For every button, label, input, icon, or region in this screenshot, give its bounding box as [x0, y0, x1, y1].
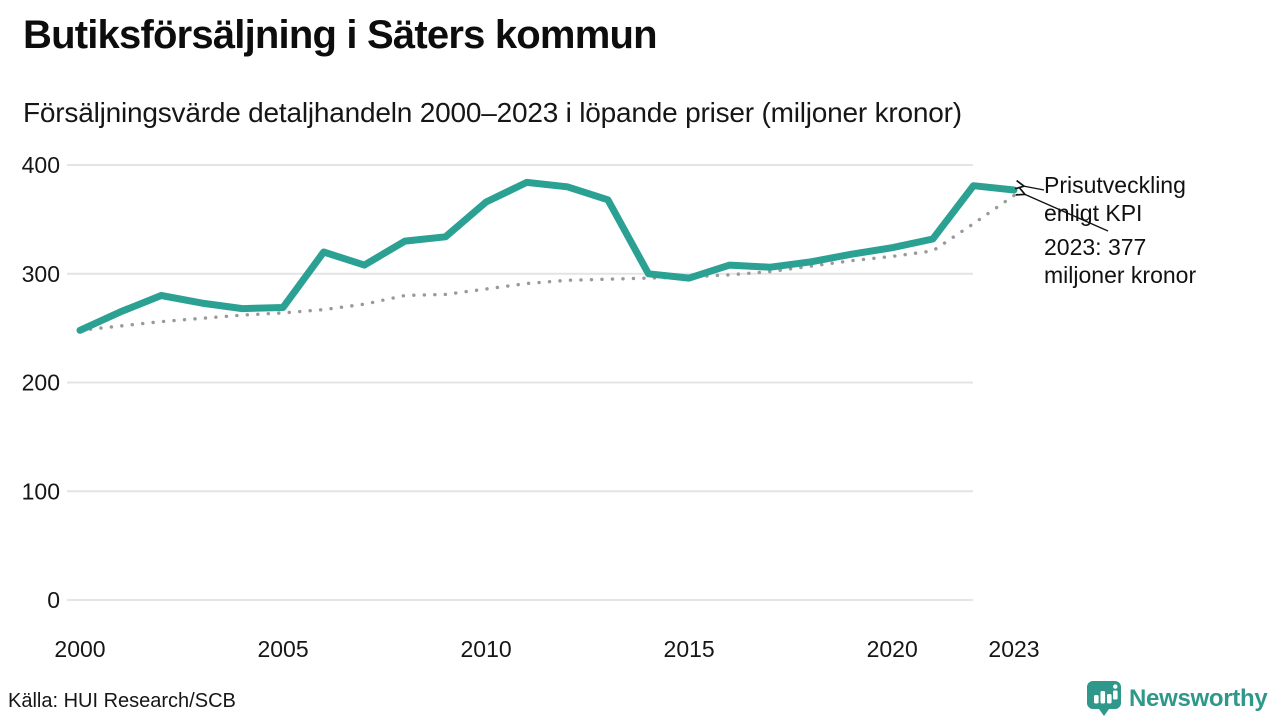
x-tick-label: 2020 — [867, 636, 918, 662]
value-annotation-line1: 2023: 377 — [1044, 234, 1146, 260]
newsworthy-bubble-icon — [1087, 681, 1121, 716]
chart-subtitle: Försäljningsvärde detaljhandeln 2000–202… — [23, 97, 962, 128]
kpi-annotation-line1: Prisutveckling — [1044, 172, 1186, 198]
x-tick-label: 2005 — [257, 636, 308, 662]
x-tick-label: 2010 — [461, 636, 512, 662]
source-note: Källa: HUI Research/SCB — [8, 690, 236, 712]
y-tick-label: 0 — [47, 587, 60, 613]
x-axis-labels: 2000 2005 2010 2015 2020 2023 — [54, 636, 1039, 662]
gridlines — [67, 164, 973, 601]
y-tick-label: 400 — [22, 152, 60, 178]
y-tick-label: 300 — [22, 261, 60, 287]
newsworthy-wordmark: Newsworthy — [1129, 685, 1268, 712]
x-tick-label: 2015 — [664, 636, 715, 662]
kpi-dotted-line — [78, 193, 1016, 332]
value-annotation-line2: miljoner kronor — [1044, 262, 1196, 288]
newsworthy-logo[interactable]: Newsworthy — [1086, 680, 1268, 718]
series-lines — [76, 178, 1018, 334]
y-tick-label: 100 — [22, 478, 60, 504]
y-tick-label: 200 — [22, 370, 60, 396]
y-axis-labels: 0 100 200 300 400 — [22, 152, 60, 613]
kpi-arrow — [1023, 186, 1045, 191]
annotation-2023-value: 2023: 377 miljoner kronor — [1024, 194, 1196, 288]
value-arrow — [1024, 194, 1109, 232]
annotation-kpi: Prisutveckling enligt KPI — [1023, 172, 1186, 226]
page-title: Butiksförsäljning i Säters kommun — [23, 13, 658, 57]
x-tick-label: 2000 — [54, 636, 105, 662]
sales-line — [76, 178, 1018, 334]
x-tick-label: 2023 — [988, 636, 1039, 662]
kpi-annotation-line2: enligt KPI — [1044, 200, 1142, 226]
